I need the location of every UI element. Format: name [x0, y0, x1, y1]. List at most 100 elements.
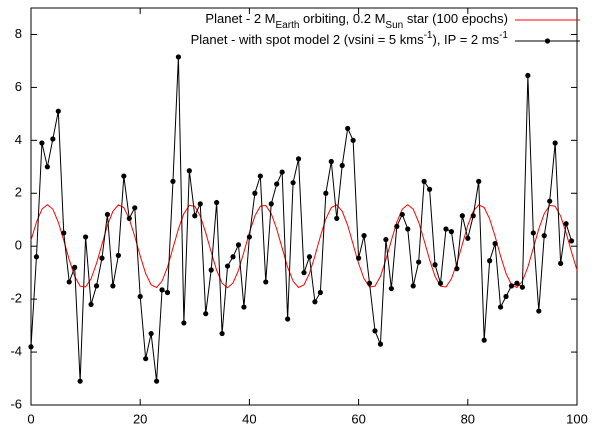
- data-point: [448, 229, 455, 235]
- data-point: [465, 235, 471, 241]
- data-point: [552, 140, 558, 146]
- data-point: [83, 234, 89, 240]
- legend-label: Planet - 2 MEarth orbiting, 0.2 MSun sta…: [205, 11, 508, 31]
- legend-label-part: Planet - 2 M: [205, 11, 275, 26]
- legend-label-part: ), IP = 2 ms: [433, 32, 500, 47]
- data-point: [33, 254, 40, 260]
- data-point: [345, 125, 351, 132]
- legend-label-part: Sun: [385, 20, 403, 31]
- data-point: [153, 378, 160, 384]
- data-point: [487, 258, 493, 264]
- data-point: [224, 263, 231, 269]
- data-point: [536, 308, 542, 314]
- data-point: [541, 233, 547, 239]
- data-point: [93, 283, 100, 289]
- data-point: [306, 254, 313, 260]
- data-point: [558, 260, 564, 267]
- data-point: [164, 289, 171, 296]
- data-point: [208, 267, 214, 273]
- data-point: [563, 221, 569, 227]
- data-point: [426, 186, 433, 192]
- legend-label-part: -1: [499, 30, 508, 41]
- data-point: [115, 252, 121, 259]
- data-point: [181, 320, 187, 326]
- data-point: [126, 215, 132, 222]
- data-point: [214, 199, 220, 206]
- data-point: [432, 262, 438, 268]
- data-point: [279, 169, 285, 175]
- legend-marker: [544, 38, 551, 44]
- x-tick-label: 60: [351, 411, 365, 426]
- data-point: [437, 280, 444, 286]
- data-point: [519, 284, 526, 290]
- data-point: [203, 311, 209, 317]
- data-point: [137, 293, 143, 300]
- data-point: [290, 180, 296, 186]
- y-tick-label: 8: [15, 26, 22, 41]
- data-point: [568, 238, 575, 244]
- data-point: [39, 140, 45, 146]
- data-point: [476, 178, 482, 184]
- legend-label-part: Earth: [276, 20, 300, 31]
- data-point: [530, 230, 536, 236]
- data-point: [132, 205, 138, 211]
- data-point: [405, 226, 411, 232]
- data-point: [383, 236, 389, 243]
- x-tick-label: 40: [242, 411, 256, 426]
- data-point: [350, 137, 356, 143]
- data-point: [121, 173, 127, 179]
- plot-frame: [30, 7, 578, 406]
- data-point: [66, 279, 72, 285]
- x-tick-label: 20: [133, 411, 147, 426]
- data-point: [285, 316, 291, 322]
- data-point: [508, 283, 515, 289]
- data-point: [186, 168, 192, 174]
- x-tick-label: 80: [461, 411, 475, 426]
- data-point: [295, 156, 302, 162]
- data-point: [356, 255, 362, 261]
- data-point: [44, 164, 50, 170]
- data-point: [410, 283, 416, 289]
- data-point: [263, 279, 269, 285]
- data-point: [268, 201, 274, 207]
- legend-label-part: star (100 epochs): [403, 11, 508, 26]
- data-point: [192, 213, 198, 219]
- legend-label-part: orbiting, 0.2 M: [299, 11, 385, 26]
- data-point: [148, 330, 154, 337]
- y-tick-label: 6: [15, 79, 22, 94]
- y-tick-label: -4: [10, 344, 22, 359]
- data-point: [241, 304, 247, 310]
- data-point: [230, 254, 236, 260]
- data-point: [366, 280, 373, 286]
- x-tick-label: 100: [566, 411, 588, 426]
- data-point: [274, 181, 280, 187]
- data-point: [143, 356, 149, 362]
- data-point: [312, 299, 318, 305]
- y-tick-label: 0: [15, 238, 22, 253]
- data-point: [323, 190, 329, 196]
- data-point: [492, 240, 498, 247]
- data-point: [257, 173, 263, 179]
- data-point: [110, 283, 116, 289]
- data-point: [301, 270, 307, 276]
- data-point: [334, 215, 340, 222]
- data-point: [159, 287, 165, 293]
- data-point: [61, 230, 67, 236]
- data-point: [235, 242, 242, 248]
- legend-label: Planet - with spot model 2 (vsini = 5 km…: [191, 30, 509, 47]
- data-point: [454, 266, 460, 272]
- data-point: [175, 54, 182, 60]
- y-tick-label: -2: [10, 291, 22, 306]
- data-point: [416, 259, 422, 265]
- data-point: [459, 213, 465, 219]
- data-point: [547, 198, 553, 204]
- legend-label-part: Planet - with spot model 2 (vsini = 5 km…: [191, 32, 425, 47]
- data-point: [470, 213, 476, 219]
- data-point: [394, 223, 400, 229]
- data-point: [514, 280, 520, 286]
- data-point: [525, 72, 531, 79]
- data-point: [197, 201, 203, 207]
- data-point: [170, 178, 176, 184]
- data-point: [104, 211, 111, 218]
